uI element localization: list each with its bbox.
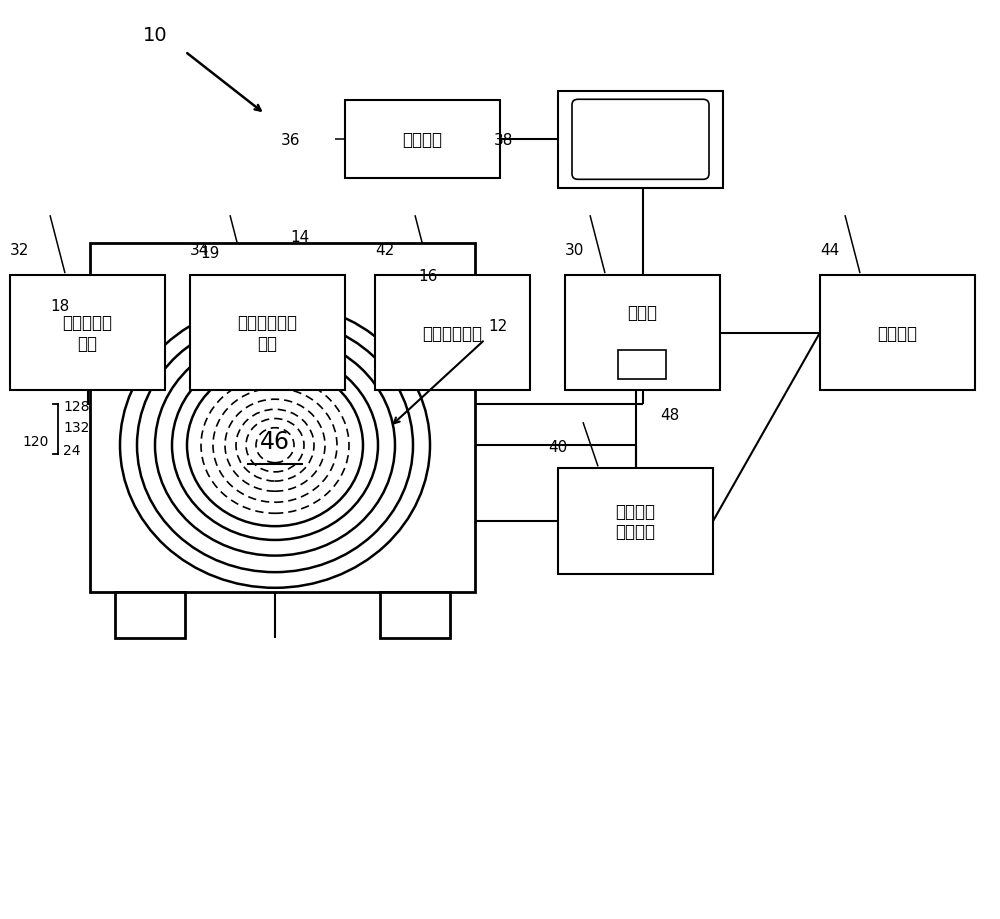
Bar [565, 276, 720, 391]
Bar [10, 276, 165, 391]
Bar [558, 92, 723, 188]
Text: 24: 24 [63, 443, 80, 458]
Bar [558, 469, 713, 574]
Bar [190, 276, 345, 391]
Text: 42: 42 [375, 243, 394, 257]
Text: 38: 38 [494, 132, 513, 148]
Text: 128: 128 [63, 399, 90, 414]
Text: 18: 18 [50, 299, 70, 313]
Bar [618, 350, 666, 380]
Text: 射频发射电路: 射频发射电路 [422, 324, 482, 342]
Text: 132: 132 [63, 420, 89, 435]
Text: 34: 34 [190, 243, 209, 257]
Text: 控制器: 控制器 [628, 303, 658, 322]
Text: 48: 48 [660, 408, 680, 423]
Text: 14: 14 [290, 230, 310, 244]
Bar [380, 593, 450, 639]
Text: 10: 10 [143, 27, 167, 45]
Text: 接收电路: 接收电路 [878, 324, 918, 342]
Text: 存储装置: 存储装置 [402, 131, 442, 149]
Text: 46: 46 [260, 429, 290, 453]
Bar [820, 276, 975, 391]
Text: 32: 32 [10, 243, 29, 257]
Bar [115, 593, 185, 639]
FancyBboxPatch shape [572, 100, 709, 180]
Text: 36: 36 [280, 132, 300, 148]
Text: 主磁场控制
电路: 主磁场控制 电路 [62, 313, 112, 353]
Bar [345, 101, 500, 179]
Text: 44: 44 [820, 243, 839, 257]
Bar [90, 244, 475, 593]
Text: 16: 16 [418, 268, 438, 283]
Text: 19: 19 [200, 245, 220, 260]
Bar [375, 276, 530, 391]
Text: 30: 30 [565, 243, 584, 257]
Text: 40: 40 [548, 440, 567, 455]
Text: 120: 120 [22, 434, 48, 448]
Text: 梯度磁场控制
电路: 梯度磁场控制 电路 [238, 313, 298, 353]
Text: 12: 12 [488, 319, 508, 334]
Text: 发射接收
转换开关: 发射接收 转换开关 [616, 502, 656, 541]
